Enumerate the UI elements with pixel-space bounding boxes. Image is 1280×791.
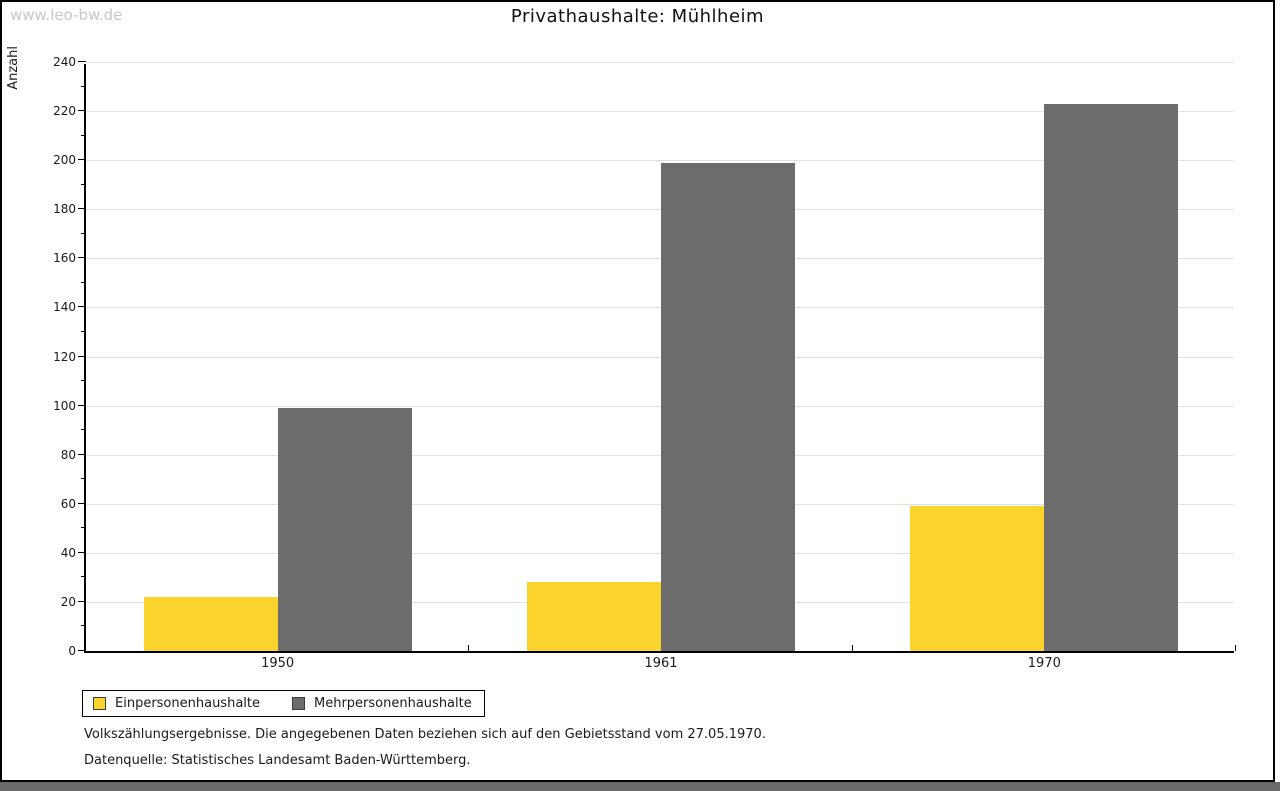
y-gridline [86,552,1234,554]
x-axis-boundary-tick [851,645,853,651]
y-axis-tick-label: 100 [53,398,76,413]
y-axis-minor-tick [81,380,86,382]
legend-label: Mehrpersonenhaushalte [314,696,472,711]
legend-item: Einpersonenhaushalte [93,696,260,711]
y-gridline [86,405,1234,407]
footnote-source-note: Volkszählungsergebnisse. Die angegebenen… [84,727,766,742]
bar-mehrpersonenhaushalte-1970 [1044,103,1179,651]
bar-einpersonenhaushalte-1961 [527,582,661,651]
y-gridline [86,356,1234,358]
y-axis-title: Anzahl [6,46,21,90]
y-axis-major-tick [78,600,86,602]
y-gridline [86,62,1234,63]
y-axis-tick-label: 220 [53,104,76,119]
x-axis-category-label: 1950 [261,656,295,671]
y-axis-tick-label: 160 [53,251,76,266]
legend-swatch-icon [292,697,305,710]
y-gridline [86,209,1234,211]
y-axis-major-tick [78,61,86,62]
y-axis-major-tick [78,257,86,259]
y-axis-minor-tick [81,281,86,283]
x-axis-boundary-tick [1235,645,1236,651]
y-axis-major-tick [78,208,86,210]
y-axis-tick-label: 0 [68,644,76,658]
y-axis-major-tick [78,404,86,406]
y-axis-major-tick [78,502,86,504]
y-axis-minor-tick [81,134,86,136]
footnote-data-source: Datenquelle: Statistisches Landesamt Bad… [84,753,471,768]
bar-einpersonenhaushalte-1970 [910,506,1045,651]
bottom-bar [0,782,1280,791]
y-axis-minor-tick [81,330,86,332]
bar-einpersonenhaushalte-1950 [143,597,278,651]
bar-mehrpersonenhaushalte-1961 [661,162,795,651]
legend-label: Einpersonenhaushalte [115,696,260,711]
y-axis-minor-tick [81,183,86,185]
y-gridline [86,454,1234,456]
y-gridline [86,503,1234,505]
y-axis-tick-label: 140 [53,300,76,315]
y-axis-tick-label: 180 [53,202,76,217]
y-axis-tick-label: 80 [60,447,76,462]
y-axis-minor-tick [81,576,86,578]
y-gridline [86,111,1234,113]
y-axis-major-tick [78,159,86,161]
y-axis-major-tick [78,306,86,308]
y-axis-minor-tick [81,625,86,627]
y-axis-major-tick [78,650,86,651]
x-axis-boundary-tick [468,645,470,651]
plot-area: 0 20 40 60 80 100 120 140 160 180 200 220 240 1950 196… [53,55,1236,671]
footnotes: Volkszählungsergebnisse. Die angegebenen… [84,727,766,779]
watermark-text: www.leo-bw.de [10,6,123,24]
legend-box: Einpersonenhaushalte Mehrpersonenhaushalt… [82,690,485,717]
chart-title: Privathaushalte: Mühlheim [510,6,765,27]
legend-item: Mehrpersonenhaushalte [292,696,472,711]
bar-mehrpersonenhaushalte-1950 [277,408,412,651]
x-axis-category-label: 1970 [1027,656,1061,671]
y-gridline [86,258,1234,260]
y-axis-minor-tick [81,232,86,234]
y-axis-tick-label: 240 [53,55,76,69]
y-axis-minor-tick [81,429,86,431]
y-gridline [86,160,1234,162]
y-axis-minor-tick [81,478,86,480]
y-axis-major-tick [78,551,86,553]
y-axis-tick-label: 60 [60,496,76,511]
y-gridline [86,307,1234,309]
y-axis-tick-label: 120 [53,349,76,364]
legend-swatch-icon [93,697,106,710]
y-axis-tick-label: 40 [60,545,76,560]
y-axis-minor-tick [81,527,86,529]
y-axis-tick-label: 200 [53,153,76,168]
x-axis-category-label: 1961 [644,656,678,671]
y-axis-minor-tick [81,85,86,87]
y-axis-major-tick [78,355,86,357]
y-axis-tick-label: 20 [60,594,76,609]
y-axis-major-tick [78,453,86,455]
y-axis-major-tick [78,110,86,112]
